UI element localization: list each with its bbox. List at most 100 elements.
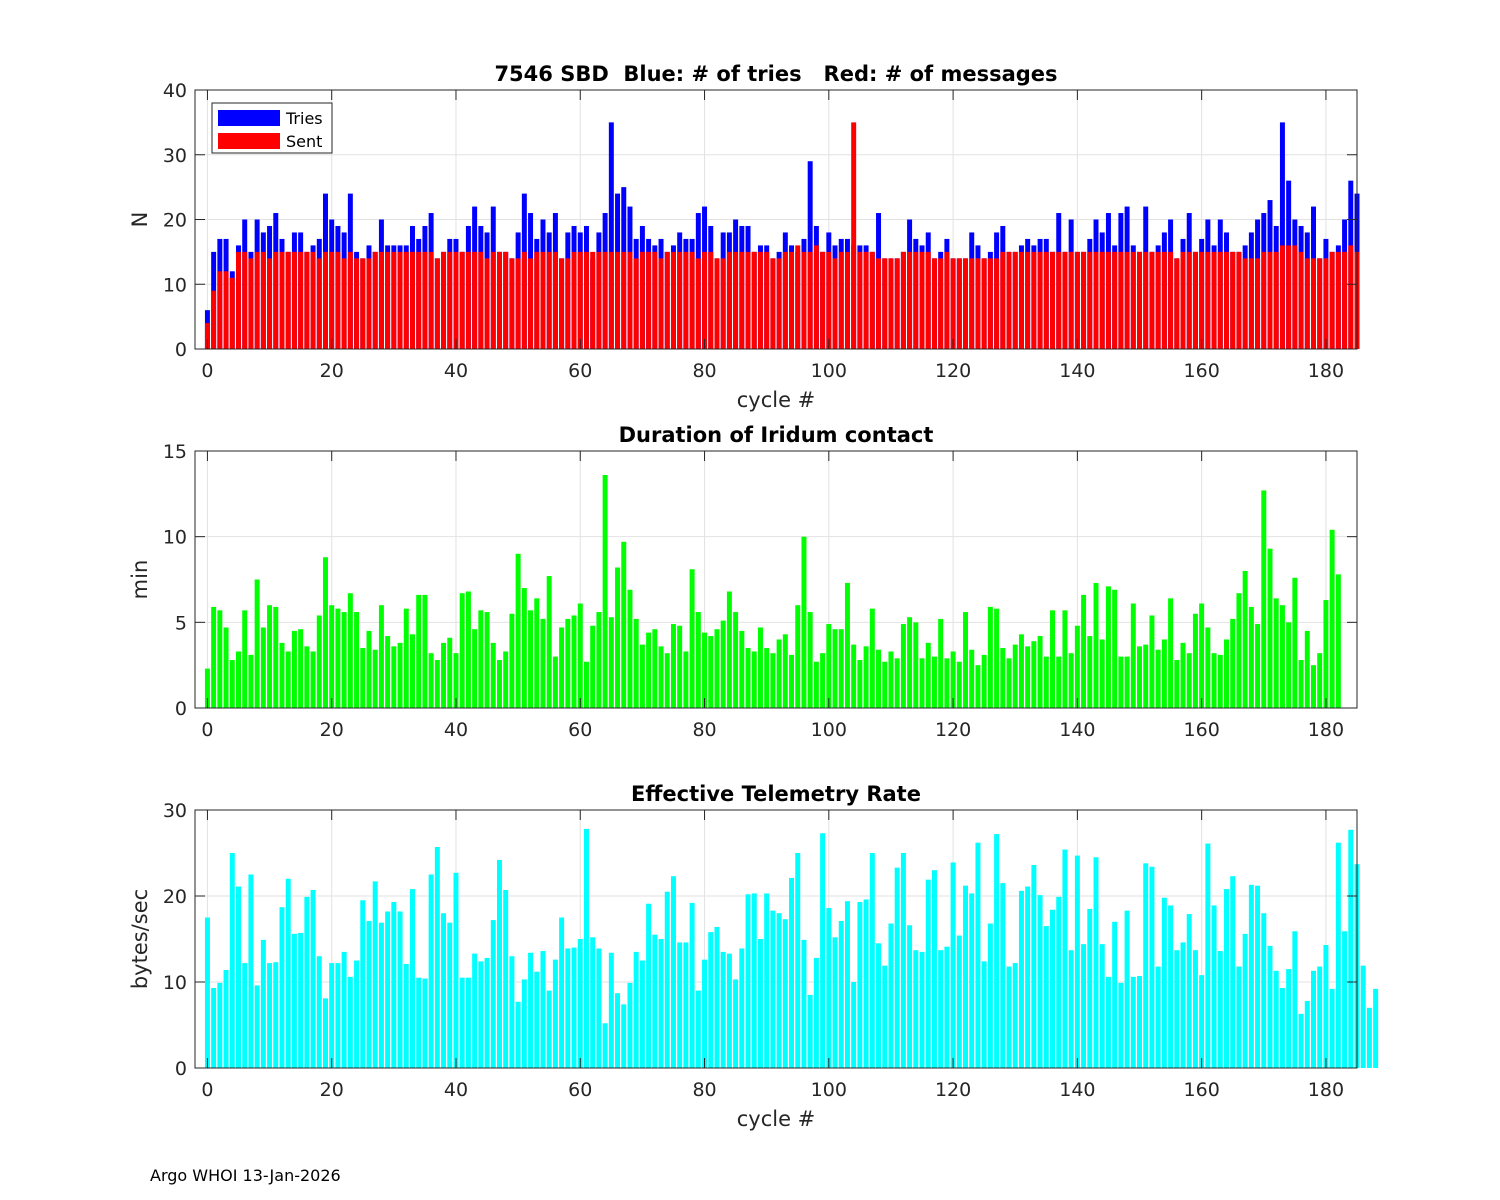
bar-sent	[919, 251, 925, 349]
bar-duration	[372, 649, 378, 708]
bar-sent	[1087, 251, 1093, 349]
bar-sent	[1025, 251, 1031, 349]
bar-duration	[1006, 658, 1012, 708]
bar-duration	[664, 653, 670, 708]
bar-sent	[1261, 251, 1267, 349]
bar-sent	[981, 258, 987, 349]
bar-rate	[503, 889, 509, 1068]
bar-rate	[515, 1001, 521, 1068]
bar-duration	[242, 610, 248, 708]
bar-duration	[1217, 654, 1223, 708]
bar-rate	[1143, 863, 1149, 1068]
bar-sent	[1180, 251, 1186, 349]
bar-rate	[764, 893, 770, 1068]
bar-sent	[428, 251, 434, 349]
y-tick-label: 20	[163, 886, 187, 908]
bar-duration	[310, 651, 316, 708]
bar-rate	[378, 922, 384, 1068]
bar-sent	[310, 251, 316, 349]
bar-sent	[403, 251, 409, 349]
bar-duration	[1149, 615, 1155, 708]
bar-rate	[888, 923, 894, 1068]
bar-duration	[751, 651, 757, 708]
bar-sent	[242, 251, 248, 349]
bar-sent	[876, 258, 882, 349]
bar-rate	[267, 963, 273, 1068]
bar-duration	[254, 579, 260, 708]
bar-duration	[478, 610, 484, 708]
bar-rate	[248, 874, 254, 1068]
bar-rate	[646, 903, 652, 1068]
bar-rate	[484, 957, 490, 1068]
bar-duration	[1161, 639, 1167, 708]
bar-duration	[782, 634, 788, 708]
x-tick-label: 180	[1308, 719, 1344, 741]
bar-duration	[726, 591, 732, 708]
bar-rate	[1298, 1013, 1304, 1068]
bar-rate	[820, 833, 826, 1068]
bar-sent	[1068, 251, 1074, 349]
bar-sent	[1149, 251, 1155, 349]
bar-duration	[540, 618, 546, 708]
bar-rate	[1224, 889, 1229, 1068]
bar-rate	[813, 957, 819, 1068]
bar-duration	[1112, 589, 1118, 708]
bar-duration	[465, 591, 471, 708]
bar-duration	[907, 617, 913, 708]
bar-duration	[677, 625, 683, 708]
bar-rate	[465, 977, 471, 1068]
bar-duration	[1068, 653, 1074, 708]
bar-duration	[602, 474, 608, 708]
bar-rate	[552, 959, 558, 1068]
bar-sent	[1199, 251, 1205, 349]
x-axis-label: cycle #	[737, 1107, 816, 1131]
bar-duration	[335, 608, 341, 708]
bar-sent	[1062, 251, 1068, 349]
bar-rate	[528, 952, 534, 1068]
bar-sent	[565, 258, 571, 349]
bar-rate	[944, 946, 950, 1068]
bar-rate	[1124, 910, 1130, 1068]
bar-duration	[316, 615, 322, 708]
bar-rate	[478, 961, 484, 1068]
bar-duration	[1286, 622, 1292, 708]
bar-rate	[987, 923, 993, 1068]
bar-duration	[1323, 600, 1329, 708]
bar-rate	[925, 879, 931, 1068]
bar-rate	[1087, 908, 1093, 1068]
bar-sent	[484, 258, 490, 349]
bar-duration	[652, 629, 658, 708]
bar-duration	[913, 622, 919, 708]
bar-duration	[323, 557, 328, 708]
bar-rate	[670, 876, 676, 1068]
bar-rate	[907, 925, 913, 1068]
bar-rate	[1261, 913, 1267, 1068]
bar-sent	[913, 251, 919, 349]
bar-rate	[1279, 988, 1285, 1068]
x-tick-label: 60	[568, 1079, 592, 1101]
bar-duration	[1267, 548, 1273, 708]
bar-duration	[236, 651, 241, 708]
bar-sent	[782, 251, 788, 349]
bar-sent	[434, 258, 440, 349]
x-tick-label: 80	[692, 1079, 716, 1101]
bar-duration	[745, 648, 751, 708]
bar-duration	[1311, 665, 1316, 708]
bar-rate	[422, 978, 428, 1068]
bar-sent	[683, 251, 689, 349]
bar-duration	[894, 658, 900, 708]
bar-sent	[658, 258, 664, 349]
bar-rate	[347, 976, 353, 1068]
y-tick-label: 5	[175, 612, 187, 634]
bar-rate	[273, 962, 279, 1068]
bar-rate	[1161, 897, 1167, 1068]
bar-rate	[882, 965, 888, 1068]
bar-duration	[571, 615, 577, 708]
bar-sent	[795, 245, 801, 349]
bar-sent	[677, 251, 683, 349]
bar-sent	[329, 251, 335, 349]
bar-sent	[900, 251, 906, 349]
bar-sent	[882, 258, 888, 349]
bar-duration	[1335, 574, 1341, 708]
bar-rate	[776, 913, 782, 1068]
